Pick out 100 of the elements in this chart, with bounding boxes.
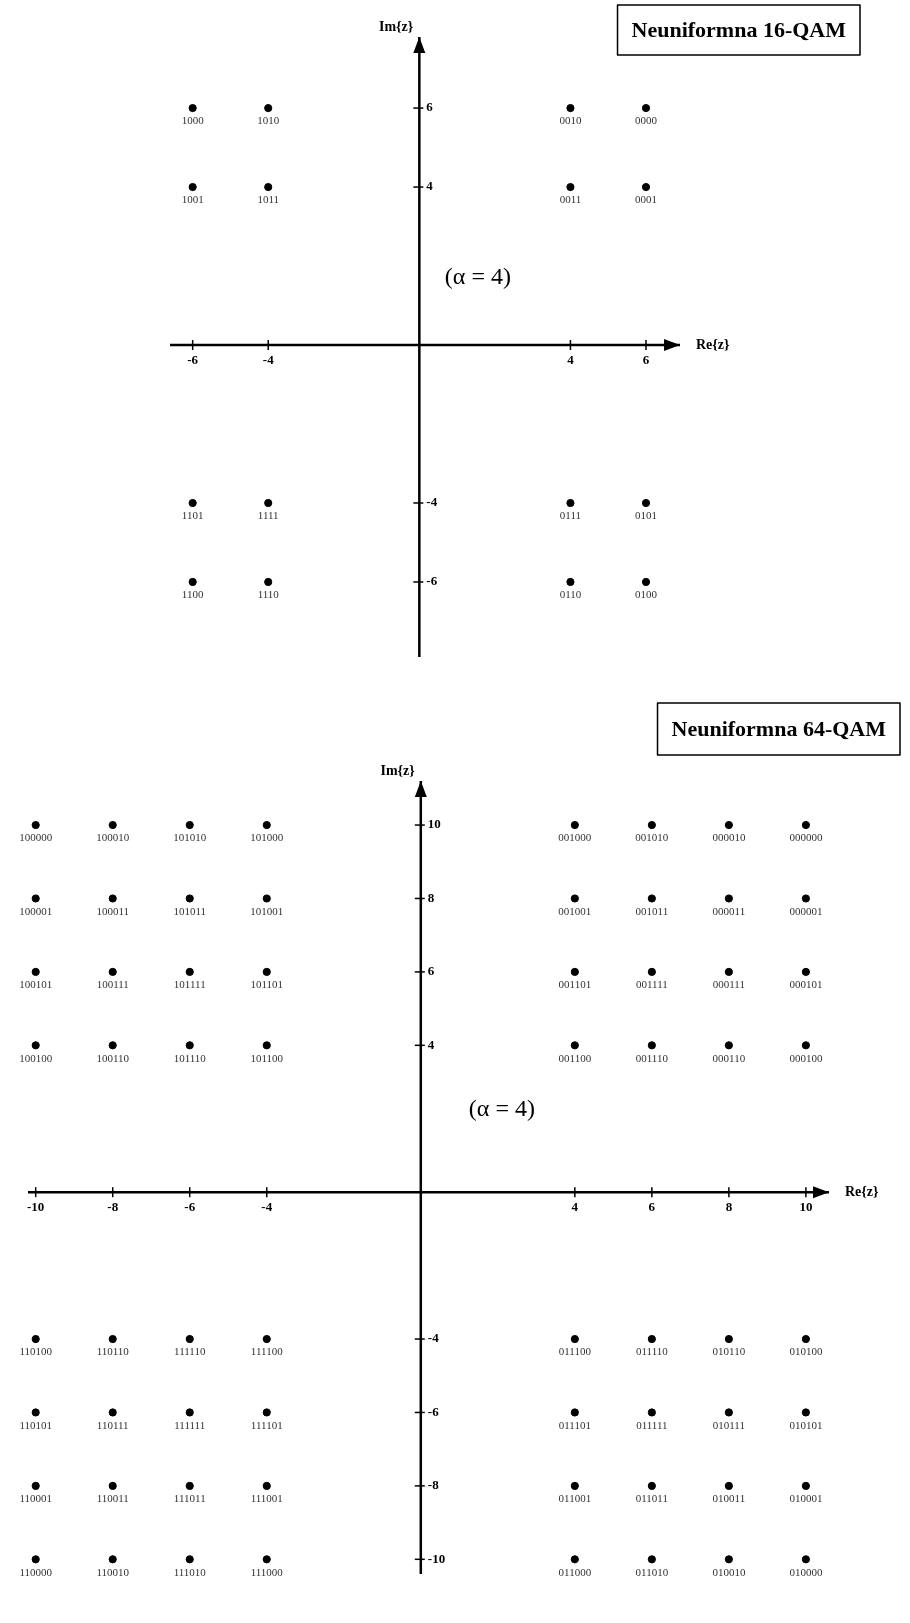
annotation: 110001 — [19, 1492, 52, 1505]
annotation: 0011 — [559, 193, 582, 206]
y-tick-label: 6 — [427, 963, 435, 979]
point — [264, 577, 273, 587]
annotation: 000011 — [712, 904, 746, 917]
y-tick-label: 6 — [426, 99, 434, 115]
y-tick-label: 8 — [427, 889, 435, 905]
annotation: 011111 — [636, 1418, 668, 1431]
annotation: 101001 — [250, 904, 284, 917]
point — [641, 182, 651, 192]
annotation: 110101 — [19, 1418, 52, 1431]
annotation: 100101 — [19, 978, 53, 991]
annotation: (α = 4) — [468, 1095, 535, 1122]
y-tick-label: -10 — [427, 1550, 446, 1566]
annotation: 111011 — [173, 1492, 206, 1505]
point — [264, 498, 273, 508]
x-tick-label: 6 — [648, 1199, 656, 1215]
point — [566, 498, 575, 508]
point — [641, 577, 651, 587]
annotation: 101110 — [173, 1051, 207, 1064]
point — [188, 498, 197, 508]
annotation: 001100 — [558, 1051, 592, 1064]
annotation: 101111 — [173, 978, 206, 991]
annotation: 110110 — [96, 1345, 130, 1358]
x-tick-label: -6 — [184, 1199, 196, 1215]
point — [566, 103, 575, 113]
y-axis-title: Im{z} — [378, 18, 414, 34]
annotation: 000010 — [712, 831, 746, 844]
y-tick-label: -4 — [426, 494, 438, 510]
annotation: 111100 — [250, 1345, 284, 1358]
annotation: 001110 — [635, 1051, 669, 1064]
point — [566, 182, 575, 192]
point — [264, 182, 273, 192]
y-tick-label: -6 — [427, 1403, 440, 1419]
annotation: 101010 — [173, 831, 207, 844]
annotation: 110011 — [96, 1492, 129, 1505]
annotation: 100000 — [19, 831, 53, 844]
annotation: 010001 — [789, 1492, 823, 1505]
annotation: 001010 — [635, 831, 669, 844]
annotation: 1111 — [257, 509, 279, 522]
annotation: (α = 4) — [444, 262, 511, 289]
annotation: 101100 — [250, 1051, 284, 1064]
annotation: 010010 — [712, 1565, 746, 1578]
y-tick-label: 4 — [426, 178, 434, 194]
y-tick-label: -4 — [427, 1330, 440, 1346]
point — [188, 103, 197, 113]
annotation: 100010 — [96, 831, 130, 844]
annotation: 010011 — [712, 1492, 746, 1505]
annotation: 100001 — [19, 904, 53, 917]
x-axis-title: Re{z} — [696, 336, 731, 352]
annotation: 111010 — [173, 1565, 207, 1578]
annotation: 001000 — [558, 831, 592, 844]
annotation: 110010 — [96, 1565, 130, 1578]
x-tick-label: 6 — [642, 351, 650, 367]
point — [566, 577, 575, 587]
annotation: 110100 — [19, 1345, 53, 1358]
y-tick-label: -8 — [427, 1477, 440, 1493]
annotation: 100110 — [96, 1051, 130, 1064]
x-tick-label: 4 — [571, 1199, 579, 1215]
annotation: 011011 — [635, 1492, 668, 1505]
annotation: 1001 — [181, 193, 204, 206]
annotation: 1100 — [181, 588, 204, 601]
x-tick-label: 8 — [725, 1199, 733, 1215]
annotation: 101000 — [250, 831, 284, 844]
x-tick-label: 4 — [567, 351, 575, 367]
annotation: 1000 — [181, 114, 205, 127]
annotation: 000110 — [712, 1051, 746, 1064]
text: Neuniformna 16-QAM — [631, 16, 847, 42]
x-tick-label: 10 — [799, 1199, 813, 1215]
annotation: 100011 — [96, 904, 130, 917]
annotation: 111101 — [250, 1418, 283, 1431]
x-tick-label: -8 — [107, 1199, 119, 1215]
annotation: 010111 — [712, 1418, 745, 1431]
point — [641, 103, 651, 113]
annotation: 101101 — [250, 978, 284, 991]
x-tick-label: -10 — [27, 1199, 45, 1215]
annotation: 0100 — [635, 588, 658, 601]
annotation: 110000 — [19, 1565, 53, 1578]
annotation: 0000 — [635, 114, 658, 127]
annotation: 011010 — [635, 1565, 669, 1578]
annotation: 010000 — [789, 1565, 823, 1578]
x-tick-label: -6 — [187, 351, 199, 367]
annotation: 1010 — [257, 114, 280, 127]
chart-title: Neuniformna 64-QAM — [671, 715, 887, 741]
annotation: 0010 — [559, 114, 582, 127]
point — [188, 182, 197, 192]
y-axis-title: Im{z} — [380, 762, 416, 778]
annotation: 001101 — [558, 978, 592, 991]
annotation: 111110 — [174, 1345, 206, 1358]
annotation: 011101 — [558, 1418, 591, 1431]
y-tick-label: 4 — [427, 1036, 435, 1052]
annotation: 011110 — [635, 1345, 669, 1358]
annotation: 000001 — [789, 904, 823, 917]
annotation: 1110 — [257, 588, 280, 601]
annotation: 1011 — [257, 193, 280, 206]
annotation: 1101 — [181, 509, 204, 522]
y-tick-label: 10 — [427, 816, 441, 832]
annotation: 010101 — [789, 1418, 823, 1431]
annotation: 0110 — [559, 588, 582, 601]
annotation: 000100 — [789, 1051, 823, 1064]
